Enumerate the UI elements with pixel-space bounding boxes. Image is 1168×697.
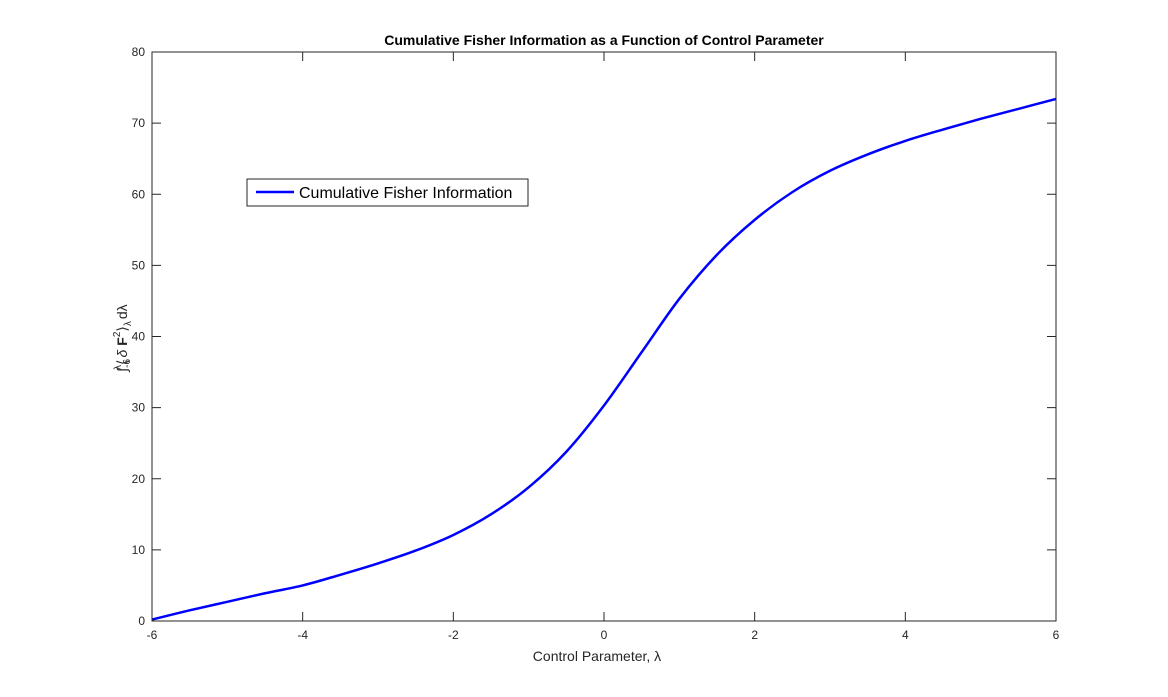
y-label-exponent: 2 xyxy=(112,331,123,337)
y-tick-label: 30 xyxy=(132,401,146,415)
series-layer xyxy=(151,97,1057,621)
x-tick-label: -2 xyxy=(448,628,459,642)
x-tick-label: -6 xyxy=(147,628,158,642)
legend-label: Cumulative Fisher Information xyxy=(299,185,512,202)
x-axis-label: Control Parameter, λ xyxy=(533,648,661,664)
y-label-close-bracket: ⟩ xyxy=(114,326,130,331)
y-tick-label: 70 xyxy=(132,116,146,130)
chart-title: Cumulative Fisher Information as a Funct… xyxy=(384,32,824,48)
plot-frame xyxy=(151,51,1057,622)
y-tick-label: 20 xyxy=(132,472,146,486)
svg-text:∫-6λ⟨δF2⟩λdλ: ∫-6λ⟨δF2⟩λdλ xyxy=(112,304,134,372)
x-tick-label: 6 xyxy=(1053,628,1060,642)
y-tick-label: 10 xyxy=(132,543,146,557)
y-label-delta: δ xyxy=(114,349,130,357)
y-tick-label: 80 xyxy=(132,45,146,59)
y-label-open-bracket: ⟨ xyxy=(114,359,130,364)
x-tick-label: 2 xyxy=(751,628,758,642)
y-tick-label: 0 xyxy=(138,614,145,628)
y-axis-label: ∫-6λ⟨δF2⟩λdλ xyxy=(112,304,134,372)
y-tick-label: 40 xyxy=(132,330,146,344)
y-tick-label: 50 xyxy=(132,258,146,272)
y-label-symbol: F xyxy=(114,337,130,346)
y-label-subscript: λ xyxy=(123,321,134,326)
x-tick-label: -4 xyxy=(297,628,308,642)
plot-area xyxy=(152,52,1056,621)
x-tick-label: 4 xyxy=(902,628,909,642)
y-label-differential: dλ xyxy=(114,304,130,319)
legend: Cumulative Fisher Information xyxy=(246,178,529,207)
y-label-integral: ∫ xyxy=(114,367,130,373)
x-tick-label: 0 xyxy=(601,628,608,642)
y-tick-label: 60 xyxy=(132,187,146,201)
y-label-upper-limit: λ xyxy=(113,365,124,370)
series-line xyxy=(151,97,1057,621)
y-label-lower-limit: -6 xyxy=(122,359,133,368)
